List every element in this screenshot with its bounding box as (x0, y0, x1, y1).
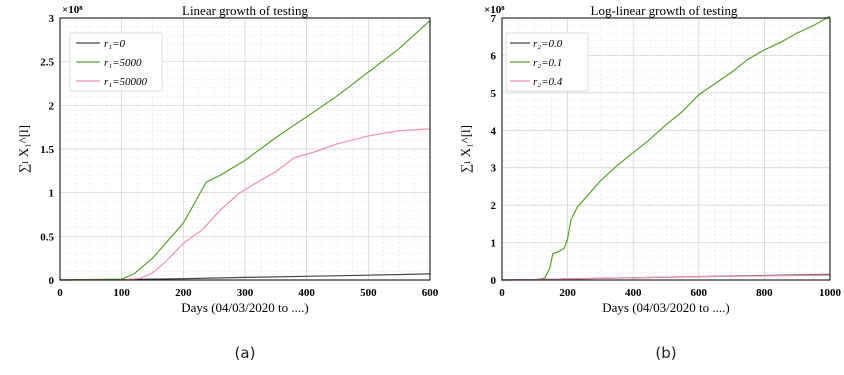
panel-a-legend-item-2: r₁=5000 (104, 57, 142, 69)
panel-a-title: Linear growth of testing (182, 3, 308, 18)
panel-a-ytick-label: 0 (49, 275, 55, 287)
panel-a-xtick-label: 500 (360, 287, 377, 299)
panel-b-exponent: ×10⁸ (484, 4, 505, 16)
panel-a-xtick-label: 100 (113, 287, 130, 299)
panel-a-xtick-label: 400 (298, 287, 315, 299)
panel-b-xtick-label: 200 (559, 287, 576, 299)
panel-b-xtick-label: 0 (499, 287, 505, 299)
panel-a-series-2-line (59, 20, 431, 281)
panel-a-ytick-label: 1 (49, 188, 55, 200)
panel-a-ytick-label: 3 (49, 13, 55, 25)
panel-b-ytick-label: 2 (491, 200, 497, 212)
panel-a-xtick-label: 600 (422, 287, 439, 299)
panel-b-ytick-label: 4 (491, 125, 497, 137)
panel-a-xtick-label: 0 (57, 287, 63, 299)
panel-b-ytick-label: 7 (491, 13, 497, 25)
panel-a-ytick-label: 0.5 (40, 231, 54, 243)
panel-b-title: Log-linear growth of testing (591, 3, 738, 18)
panel-b-xtick-label: 800 (756, 287, 773, 299)
panel-b-xtick-label: 400 (625, 287, 642, 299)
panel-a-xtick-label: 300 (237, 287, 254, 299)
panel-b-label: (b) (655, 344, 676, 362)
panel-b-legend-item-1: r₂=0.0 (533, 38, 563, 50)
panel-a-xtick-label: 200 (175, 287, 192, 299)
panel-a-ytick-label: 1.5 (40, 144, 54, 156)
panel-a-ticks: 0 100 200 300 400 500 600 0 0.5 1 1.5 2 2.5 3 (40, 13, 439, 299)
panel-a: 0 100 200 300 400 500 600 0 0.5 1 1.5 2 2.5 3 Linear … (16, 3, 439, 362)
panel-b: 0 200 400 600 800 1000 0 1 2 3 4 5 6 7 Log-linear gro… (458, 3, 842, 362)
panel-b-frame (501, 17, 831, 281)
panel-a-ytick-label: 2.5 (40, 57, 54, 69)
panel-b-legend-item-2: r₂=0.1 (533, 57, 562, 69)
panel-a-exponent: ×10⁸ (62, 4, 83, 16)
panel-b-ytick-label: 0 (491, 275, 497, 287)
panel-a-legend-item-1: r₁=0 (104, 38, 126, 50)
panel-a-xlabel: Days (04/03/2020 to ....) (181, 300, 308, 315)
panel-b-ylabel: ∑ₗ X₁^[l] (458, 125, 473, 173)
panel-b-legend-item-3: r₂=0.4 (533, 76, 563, 88)
panel-a-ylabel: ∑ₗ X₁^[l] (16, 125, 31, 173)
panel-a-series-3-line (60, 128, 431, 281)
panel-b-ytick-label: 1 (491, 238, 497, 250)
panel-a-legend-item-3: r₁=50000 (104, 76, 148, 88)
panel-b-xtick-label: 600 (691, 287, 708, 299)
panel-b-ytick-label: 3 (491, 163, 497, 175)
panel-a-ytick-label: 2 (49, 100, 55, 112)
panel-b-xlabel: Days (04/03/2020 to ....) (602, 300, 729, 315)
panel-b-xtick-label: 1000 (819, 287, 842, 299)
panel-a-legend: r₁=0 r₁=5000 r₁=50000 (69, 32, 163, 92)
panel-b-ytick-label: 6 (491, 50, 497, 62)
panel-a-frame (59, 17, 431, 281)
panel-b-ticks: 0 200 400 600 800 1000 0 1 2 3 4 5 6 7 (491, 13, 842, 299)
panel-b-legend: r₂=0.0 r₂=0.1 r₂=0.4 (505, 32, 589, 92)
panel-b-series-2-line (502, 15, 831, 281)
panel-a-label: (a) (235, 344, 256, 362)
panel-b-ytick-label: 5 (491, 88, 497, 100)
